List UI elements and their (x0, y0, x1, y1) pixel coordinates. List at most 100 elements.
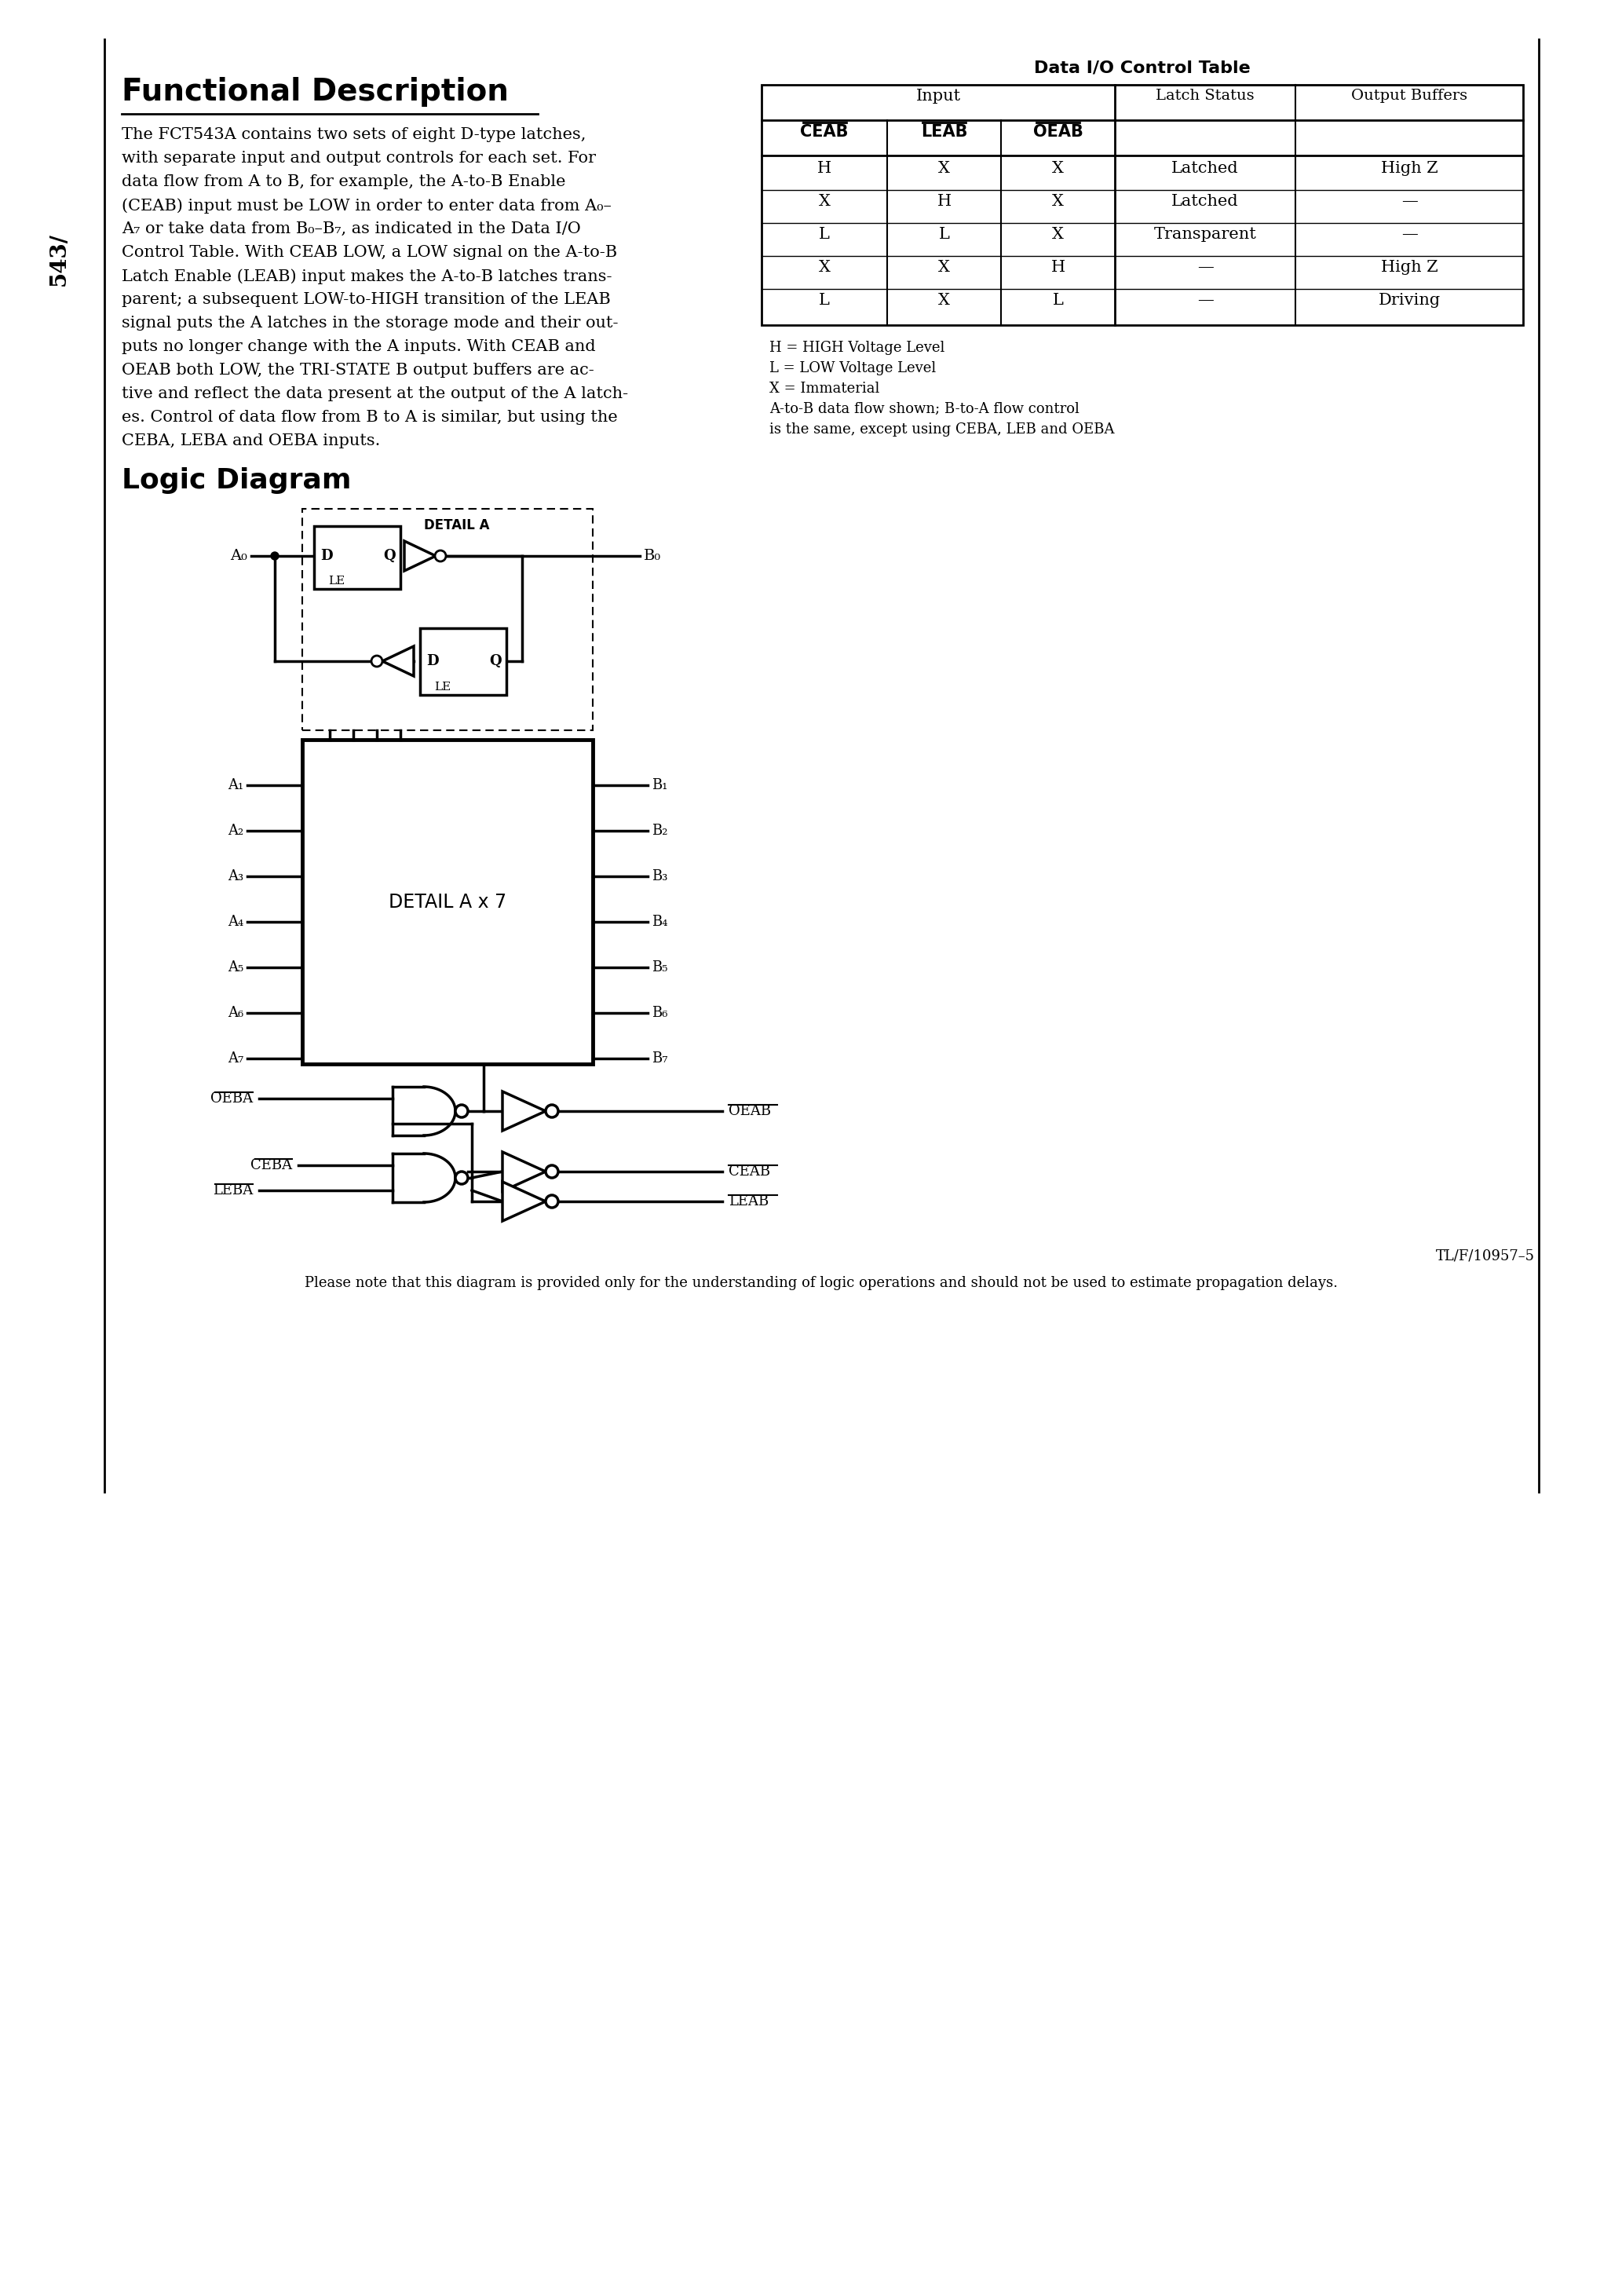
Text: X = Immaterial: X = Immaterial (769, 381, 879, 395)
Text: Logic Diagram: Logic Diagram (122, 466, 352, 494)
Text: Input: Input (916, 90, 960, 103)
Bar (302, 510, 592, 730)
Text: Functional Description: Functional Description (122, 78, 509, 108)
Polygon shape (503, 1091, 545, 1130)
Text: signal puts the A latches in the storage mode and their out-: signal puts the A latches in the storage… (122, 315, 618, 331)
Text: B₀: B₀ (644, 549, 662, 563)
Text: parent; a subsequent LOW-to-HIGH transition of the LEAB: parent; a subsequent LOW-to-HIGH transit… (122, 292, 610, 308)
Text: X: X (938, 294, 950, 308)
Text: Data I/O Control Table: Data I/O Control Table (1035, 60, 1251, 76)
Circle shape (435, 551, 446, 563)
Text: Latched: Latched (1171, 161, 1239, 177)
Polygon shape (404, 542, 436, 572)
Text: H: H (1051, 259, 1066, 276)
Text: X: X (1053, 161, 1064, 177)
Text: L: L (819, 227, 830, 241)
Circle shape (271, 551, 279, 560)
Text: B₄: B₄ (652, 914, 668, 930)
Text: B₃: B₃ (652, 870, 668, 884)
Text: A₃: A₃ (227, 870, 243, 884)
Text: OEAB both LOW, the TRI-STATE B output buffers are ac-: OEAB both LOW, the TRI-STATE B output bu… (122, 363, 594, 379)
Text: CEAB: CEAB (728, 1164, 770, 1178)
Text: TL/F/10957–5: TL/F/10957–5 (1435, 1249, 1534, 1263)
Text: OEAB: OEAB (1033, 124, 1083, 140)
Text: B₁: B₁ (652, 778, 668, 792)
Text: X: X (819, 259, 830, 276)
Bar (420, 629, 506, 696)
Text: (CEAB) input must be LOW in order to enter data from A₀–: (CEAB) input must be LOW in order to ent… (122, 197, 611, 214)
Text: with separate input and output controls for each set. For: with separate input and output controls … (122, 152, 595, 165)
Text: LEAB: LEAB (921, 124, 967, 140)
Text: L: L (1053, 294, 1064, 308)
Text: Transparent: Transparent (1153, 227, 1257, 241)
Text: A₂: A₂ (227, 824, 243, 838)
Text: puts no longer change with the A inputs. With CEAB and: puts no longer change with the A inputs.… (122, 340, 595, 354)
Text: LE: LE (435, 682, 451, 693)
Circle shape (545, 1166, 558, 1178)
Text: A₁: A₁ (227, 778, 243, 792)
Text: Latch Status: Latch Status (1156, 90, 1254, 103)
Text: DETAIL A x 7: DETAIL A x 7 (389, 893, 506, 912)
Text: CEBA: CEBA (250, 1157, 292, 1173)
Text: H: H (817, 161, 832, 177)
Text: Q: Q (383, 549, 396, 563)
Circle shape (456, 1104, 467, 1118)
Text: A-to-B data flow shown; B-to-A flow control: A-to-B data flow shown; B-to-A flow cont… (769, 402, 1079, 416)
Text: 543/: 543/ (49, 232, 70, 285)
Text: L: L (939, 227, 949, 241)
Polygon shape (503, 1182, 545, 1221)
Text: Latched: Latched (1171, 193, 1239, 209)
Text: L: L (819, 294, 830, 308)
Text: CEBA, LEBA and OEBA inputs.: CEBA, LEBA and OEBA inputs. (122, 434, 380, 448)
Text: Control Table. With CEAB LOW, a LOW signal on the A-to-B: Control Table. With CEAB LOW, a LOW sign… (122, 246, 618, 259)
Text: Output Buffers: Output Buffers (1351, 90, 1468, 103)
Bar (762, 85, 1523, 326)
Text: H: H (938, 193, 950, 209)
Text: DETAIL A: DETAIL A (423, 519, 490, 533)
Text: D: D (320, 549, 333, 563)
Text: High Z: High Z (1380, 161, 1437, 177)
Circle shape (545, 1196, 558, 1208)
Text: OEAB: OEAB (728, 1104, 770, 1118)
Bar (315, 526, 401, 588)
Text: A₇: A₇ (227, 1052, 243, 1065)
Text: is the same, except using CEBA, LEB and OEBA: is the same, except using CEBA, LEB and … (769, 422, 1114, 436)
Text: es. Control of data flow from B to A is similar, but using the: es. Control of data flow from B to A is … (122, 411, 618, 425)
Text: OEBA: OEBA (211, 1091, 253, 1107)
Text: X: X (938, 259, 950, 276)
Text: X: X (1053, 227, 1064, 241)
Text: High Z: High Z (1380, 259, 1437, 276)
Text: —: — (1197, 294, 1213, 308)
Text: LEAB: LEAB (728, 1194, 769, 1208)
Text: A₄: A₄ (227, 914, 243, 930)
Text: H = HIGH Voltage Level: H = HIGH Voltage Level (769, 340, 944, 356)
Text: B₂: B₂ (652, 824, 668, 838)
Text: A₆: A₆ (227, 1006, 243, 1019)
Text: A₅: A₅ (227, 960, 243, 974)
Text: B₅: B₅ (652, 960, 668, 974)
Text: Q: Q (490, 654, 501, 668)
Text: L = LOW Voltage Level: L = LOW Voltage Level (769, 360, 936, 374)
Text: —: — (1197, 259, 1213, 276)
Text: tive and reflect the data present at the output of the A latch-: tive and reflect the data present at the… (122, 386, 628, 402)
Text: Driving: Driving (1379, 294, 1440, 308)
Polygon shape (383, 645, 414, 675)
Bar (302, 739, 592, 1063)
Text: B₆: B₆ (652, 1006, 668, 1019)
Text: —: — (1401, 227, 1418, 241)
Text: LE: LE (328, 576, 345, 585)
Text: CEAB: CEAB (800, 124, 848, 140)
Polygon shape (503, 1153, 545, 1192)
Text: The FCT543A contains two sets of eight D-type latches,: The FCT543A contains two sets of eight D… (122, 126, 586, 142)
Text: A₇ or take data from B₀–B₇, as indicated in the Data I/O: A₇ or take data from B₀–B₇, as indicated… (122, 220, 581, 236)
Circle shape (456, 1171, 467, 1185)
Text: X: X (1053, 193, 1064, 209)
Text: Please note that this diagram is provided only for the understanding of logic op: Please note that this diagram is provide… (305, 1277, 1338, 1290)
Text: B₇: B₇ (652, 1052, 668, 1065)
Text: Latch Enable (LEAB) input makes the A-to-B latches trans-: Latch Enable (LEAB) input makes the A-to… (122, 269, 611, 285)
Text: D: D (427, 654, 438, 668)
Circle shape (545, 1104, 558, 1118)
Circle shape (371, 657, 383, 666)
Text: A₀: A₀ (230, 549, 247, 563)
Text: LEBA: LEBA (212, 1182, 253, 1199)
